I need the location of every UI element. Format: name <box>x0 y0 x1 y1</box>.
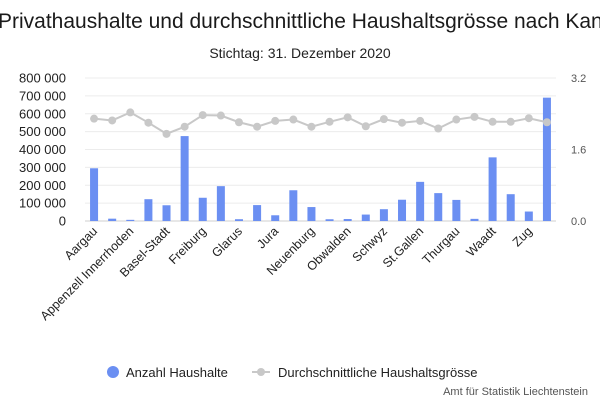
line-point[interactable] <box>434 124 443 133</box>
bar[interactable] <box>271 215 280 221</box>
bar[interactable] <box>488 157 497 221</box>
y-tick-label: 100 000 <box>19 196 66 211</box>
line-point[interactable] <box>379 115 388 124</box>
x-tick-label: Zug <box>510 224 535 249</box>
bar[interactable] <box>162 205 171 221</box>
x-tick-label: Waadt <box>464 224 499 259</box>
y-tick-label: 0 <box>59 214 66 229</box>
bar-series <box>90 97 551 221</box>
y-tick-label: 300 000 <box>19 160 66 175</box>
line-point[interactable] <box>108 116 117 125</box>
legend-bar-label: Anzahl Haushalte <box>126 365 228 380</box>
bar[interactable] <box>253 205 262 221</box>
line-point[interactable] <box>488 117 497 126</box>
x-tick-label: Freiburg <box>166 224 209 267</box>
gridlines <box>85 77 556 222</box>
line-point[interactable] <box>470 112 479 121</box>
bar[interactable] <box>379 209 388 221</box>
bar[interactable] <box>126 219 135 221</box>
line-point[interactable] <box>289 115 298 124</box>
line-point[interactable] <box>234 118 243 127</box>
bar[interactable] <box>542 97 551 221</box>
line-point[interactable] <box>144 118 153 127</box>
line-point[interactable] <box>180 122 189 131</box>
y-axis-right: 0.0 1.6 3.2 <box>571 73 586 228</box>
source-credit: Amt für Statistik Liechtenstein <box>443 386 588 398</box>
bar[interactable] <box>289 190 298 221</box>
bar[interactable] <box>343 219 352 221</box>
line-point[interactable] <box>343 113 352 122</box>
bar[interactable] <box>524 211 533 221</box>
legend-line-label: Durchschnittliche Haushaltsgrösse <box>278 365 477 380</box>
line-point[interactable] <box>398 118 407 127</box>
bar[interactable] <box>144 199 153 221</box>
y2-tick-label: 3.2 <box>571 73 586 85</box>
bar[interactable] <box>198 197 207 221</box>
legend[interactable]: Anzahl Haushalte Durchschnittliche Haush… <box>107 365 477 380</box>
line-point[interactable] <box>307 122 316 131</box>
line-point[interactable] <box>126 108 135 117</box>
bar[interactable] <box>90 168 99 221</box>
line-point[interactable] <box>325 117 334 126</box>
bar[interactable] <box>434 193 443 221</box>
bar[interactable] <box>398 199 407 221</box>
bar[interactable] <box>108 218 117 221</box>
y-tick-label: 700 000 <box>19 88 66 103</box>
bar[interactable] <box>452 199 461 221</box>
bar[interactable] <box>470 218 479 221</box>
line-point[interactable] <box>361 122 370 131</box>
line-point[interactable] <box>90 114 99 123</box>
legend-line-dot <box>257 368 265 376</box>
y2-tick-label: 1.6 <box>571 145 586 157</box>
bar[interactable] <box>307 207 316 221</box>
chart-subtitle: Stichtag: 31. Dezember 2020 <box>209 45 391 61</box>
line-point[interactable] <box>253 122 262 131</box>
legend-bar-marker <box>107 366 119 378</box>
line-point[interactable] <box>216 111 225 120</box>
chart-title: Privathaushalte und durchschnittliche Ha… <box>0 10 600 33</box>
bar[interactable] <box>216 186 225 221</box>
line-point[interactable] <box>416 116 425 125</box>
line-point[interactable] <box>198 111 207 120</box>
bar[interactable] <box>506 194 515 221</box>
y-tick-label: 400 000 <box>19 142 66 157</box>
line-point[interactable] <box>524 114 533 123</box>
line-point[interactable] <box>271 116 280 125</box>
y-tick-label: 600 000 <box>19 106 66 121</box>
bar[interactable] <box>234 219 243 221</box>
series-line <box>93 111 548 135</box>
bar[interactable] <box>416 181 425 221</box>
y-axis-left: 0 100 000 200 000 300 000 400 000 500 000 600 … <box>19 71 66 229</box>
y-tick-label: 800 000 <box>19 71 66 86</box>
bar[interactable] <box>180 136 189 221</box>
x-tick-label: Glarus <box>209 224 245 260</box>
x-tick-label: Thurgau <box>420 224 463 267</box>
y-tick-label: 500 000 <box>19 124 66 139</box>
line-point[interactable] <box>506 117 515 126</box>
bar[interactable] <box>361 214 370 221</box>
line-point[interactable] <box>542 118 551 127</box>
line-point[interactable] <box>452 115 461 124</box>
line-point[interactable] <box>162 129 171 138</box>
y2-tick-label: 0.0 <box>571 216 586 228</box>
line-series <box>90 108 551 138</box>
legend-item-line[interactable]: Durchschnittliche Haushaltsgrösse <box>252 365 477 380</box>
bar[interactable] <box>325 219 334 221</box>
legend-item-bars[interactable]: Anzahl Haushalte <box>107 365 228 380</box>
y-tick-label: 200 000 <box>19 178 66 193</box>
x-tick-label: Jura <box>254 224 281 251</box>
